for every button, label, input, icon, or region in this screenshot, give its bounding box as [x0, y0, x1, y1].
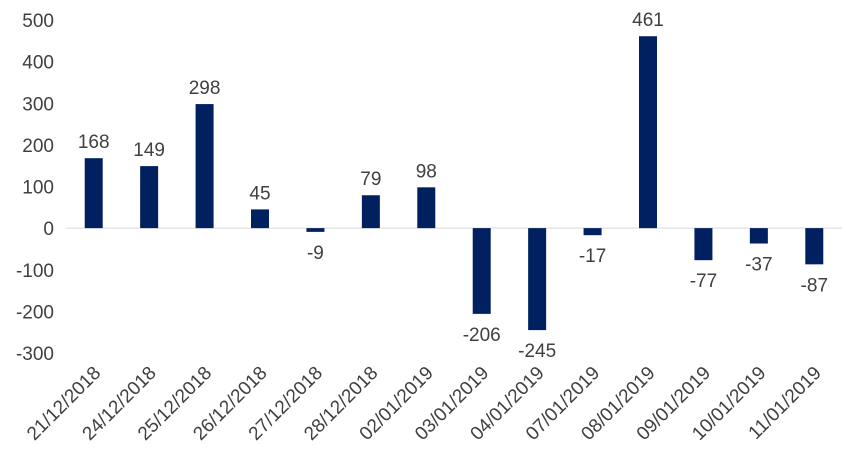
- data-label: 168: [78, 132, 110, 153]
- y-tick-label: 300: [22, 94, 54, 115]
- y-tick-label: 400: [22, 53, 54, 74]
- y-tick-label: 100: [22, 178, 54, 199]
- bar: [251, 209, 269, 229]
- bar: [306, 228, 325, 232]
- bar: [361, 195, 380, 229]
- y-tick-label: 0: [43, 219, 54, 240]
- bar: [472, 228, 491, 314]
- bar: [528, 228, 547, 331]
- data-label: 45: [249, 183, 270, 204]
- data-label: -87: [801, 275, 828, 296]
- bar: [84, 158, 103, 229]
- data-label: 298: [189, 78, 221, 99]
- y-tick-label: -300: [16, 344, 54, 365]
- bar: [639, 36, 657, 229]
- y-tick-label: -200: [16, 302, 54, 323]
- data-label: 79: [360, 169, 381, 190]
- y-tick-label: -100: [16, 261, 54, 282]
- data-label: -206: [463, 325, 501, 346]
- x-axis: 21/12/201824/12/201825/12/201826/12/2018…: [23, 363, 826, 445]
- y-tick-label: 500: [22, 11, 54, 32]
- y-axis: 500 400 300 200 100 0 -100 -200 -300: [16, 11, 54, 365]
- bar: [583, 228, 602, 236]
- data-label: 149: [133, 140, 165, 161]
- data-label: -17: [579, 246, 606, 267]
- bar: [195, 104, 214, 229]
- y-tick-label: 200: [22, 136, 54, 157]
- bars: [84, 36, 824, 331]
- bar: [694, 228, 713, 261]
- data-label: 98: [416, 161, 437, 182]
- data-labels: 168 149 298 45 -9 79 98 -206 -245 -17 461 -77 -37 -87: [78, 10, 828, 362]
- data-label: -77: [690, 271, 717, 292]
- data-label: -9: [307, 243, 324, 264]
- data-label: -37: [745, 255, 772, 276]
- bar: [805, 228, 824, 265]
- data-label: 461: [632, 10, 664, 31]
- bar: [417, 187, 436, 229]
- bar: [749, 228, 768, 244]
- data-label: -245: [518, 341, 556, 362]
- bar: [140, 166, 159, 229]
